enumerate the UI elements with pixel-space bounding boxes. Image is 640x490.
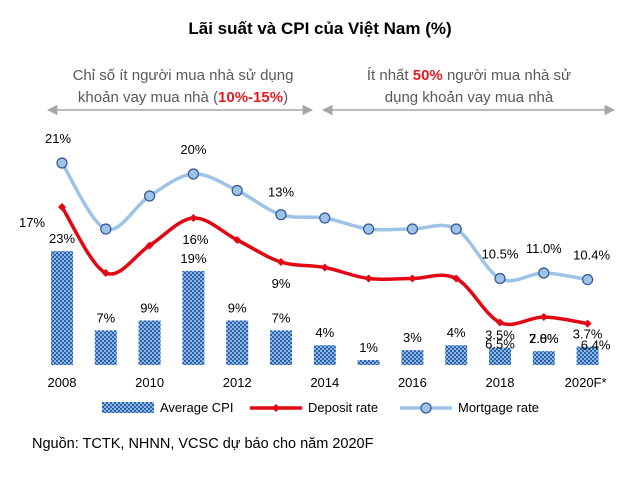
cpi-bar-label-2015: 1%: [359, 340, 378, 355]
mortgage-rate-label-2020F*: 10.4%: [573, 248, 610, 263]
legend-label-average-cpi: Average CPI: [160, 400, 233, 415]
mortgage-rate-point-2012: [231, 184, 243, 197]
cpi-bar-labels: 23% 7% 9% 19% 9% 7% 4% 1% 3% 4% 3.5% 2.8% 3.7%: [49, 231, 603, 355]
x-axis-ticks: 2008 2010 2012 2014 2016 2018 2020F*: [48, 375, 607, 390]
mortgage-rate-label-2019: 11.0%: [526, 241, 562, 256]
deposit-rate-point-2016: [408, 274, 417, 283]
legend-label-mortgage-rate: Mortgage rate: [458, 400, 539, 415]
deposit-rate-label-2008: 17%: [19, 215, 45, 230]
cpi-bar-2009: [94, 330, 117, 365]
cpi-bar-2017: [445, 345, 468, 365]
annotation-left-line2: khoản vay mua nhà (10%-15%): [78, 89, 288, 106]
chart-title: Lãi suất và CPI của Việt Nam (%): [188, 19, 451, 38]
deposit-rate-point-2019: [539, 313, 548, 321]
annotation-right-line1: Ít nhất 50% người mua nhà sử: [367, 67, 571, 84]
x-tick-2018: 2018: [486, 375, 515, 390]
mortgage-rate-point-2014: [319, 212, 331, 224]
annotation-right-line2: dụng khoản vay mua nhà: [385, 89, 554, 106]
cpi-bar-label-2016: 3%: [403, 330, 422, 345]
cpi-bar-2018: [489, 347, 511, 365]
rate-line-labels: 21% 20% 13% 10.5% 11.0% 10.4% 17% 16% 9% 6.5% 7.0%…: [19, 131, 611, 353]
x-tick-2014: 2014: [310, 375, 339, 390]
mortgage-rate-point-2010: [144, 190, 156, 202]
mortgage-rate-point-2009: [100, 223, 112, 235]
cpi-bar-label-2012: 9%: [228, 300, 247, 315]
x-tick-2012: 2012: [223, 375, 252, 390]
cpi-bar-2010: [138, 320, 161, 365]
cpi-bar-label-2011: 19%: [180, 251, 206, 266]
legend-marker-deposit-rate: [272, 404, 280, 412]
mortgage-rate-point-2019: [538, 267, 550, 279]
cpi-bar-2012: [226, 320, 249, 365]
cpi-bar-label-2014: 4%: [315, 325, 334, 340]
cpi-bar-2014: [313, 345, 336, 365]
mortgage-rate-point-2016: [406, 223, 418, 235]
cpi-bar-2016: [401, 350, 424, 365]
mortgage-rate-point-2011: [187, 168, 199, 180]
cpi-bar-label-2018: 3.5%: [485, 328, 515, 343]
legend-marker-mortgage-rate: [420, 402, 432, 414]
mortgage-rate-point-2017: [450, 223, 462, 235]
cpi-bar-2019: [532, 351, 555, 365]
cpi-bar-2020F*: [576, 346, 599, 365]
cpi-bar-2008: [51, 251, 73, 365]
mortgage-rate-label-2011: 20%: [180, 142, 206, 157]
cpi-bar-label-2013: 7%: [272, 310, 291, 325]
mortgage-rate-label-2018: 10.5%: [482, 247, 519, 262]
cpi-bar-label-2020F*: 3.7%: [573, 327, 603, 342]
source-note: Nguồn: TCTK, NHNN, VCSC dự báo cho năm 2…: [32, 436, 374, 452]
deposit-rate-label-2018: 6.5%: [485, 337, 515, 352]
mortgage-rate-point-2020F*: [581, 274, 594, 286]
mortgage-rate-point-2015: [363, 223, 375, 235]
cpi-bar-label-2010: 9%: [140, 300, 159, 315]
legend-swatch-average-cpi: [102, 402, 154, 413]
deposit-rate-point-2011: [189, 214, 198, 222]
x-tick-2010: 2010: [135, 375, 164, 390]
cpi-bar-2011: [182, 270, 205, 365]
x-tick-2020F*: 2020F*: [565, 375, 607, 390]
mortgage-rate-label-2013: 13%: [268, 185, 294, 200]
x-tick-2008: 2008: [48, 375, 77, 390]
deposit-rate-point-2014: [320, 263, 329, 272]
cpi-bar-2013: [270, 330, 292, 365]
mortgage-rate-point-2013: [275, 209, 287, 221]
deposit-rate-point-2012: [233, 236, 242, 244]
deposit-rate-point-2018: [496, 318, 504, 327]
cpi-bar-label-2008: 23%: [49, 231, 75, 246]
rate-lines: [56, 157, 594, 328]
cpi-bar-label-2017: 4%: [447, 325, 466, 340]
deposit-rate-point-2008: [58, 203, 66, 211]
deposit-rate-label-2011: 16%: [182, 232, 208, 247]
cpi-bar-label-2019: 2.8%: [529, 331, 559, 346]
legend: Average CPI Deposit rate Mortgage rate: [102, 400, 539, 415]
deposit-rate-point-2009: [101, 269, 110, 277]
mortgage-rate-point-2018: [494, 272, 506, 285]
annotation-left-line1: Chỉ số ít người mua nhà sử dụng: [73, 67, 294, 84]
mortgage-rate-point-2008: [56, 157, 68, 169]
deposit-rate-point-2010: [145, 241, 154, 250]
deposit-rate-point-2013: [277, 258, 285, 266]
cpi-bar-label-2009: 7%: [96, 310, 115, 325]
deposit-rate-point-2015: [364, 274, 373, 283]
mortgage-rate-label-2008: 21%: [45, 131, 71, 146]
x-tick-2016: 2016: [398, 375, 427, 390]
legend-label-deposit-rate: Deposit rate: [308, 400, 378, 415]
deposit-rate-point-2017: [452, 274, 461, 283]
deposit-rate-point-2020F*: [583, 319, 592, 328]
cpi-bars: [51, 251, 599, 365]
deposit-rate-label-2020F*: 6.4%: [581, 338, 611, 353]
deposit-rate-label-2019: 7.0%: [529, 331, 559, 346]
deposit-rate-label-2013: 9%: [272, 276, 291, 291]
cpi-bar-2015: [357, 360, 380, 365]
